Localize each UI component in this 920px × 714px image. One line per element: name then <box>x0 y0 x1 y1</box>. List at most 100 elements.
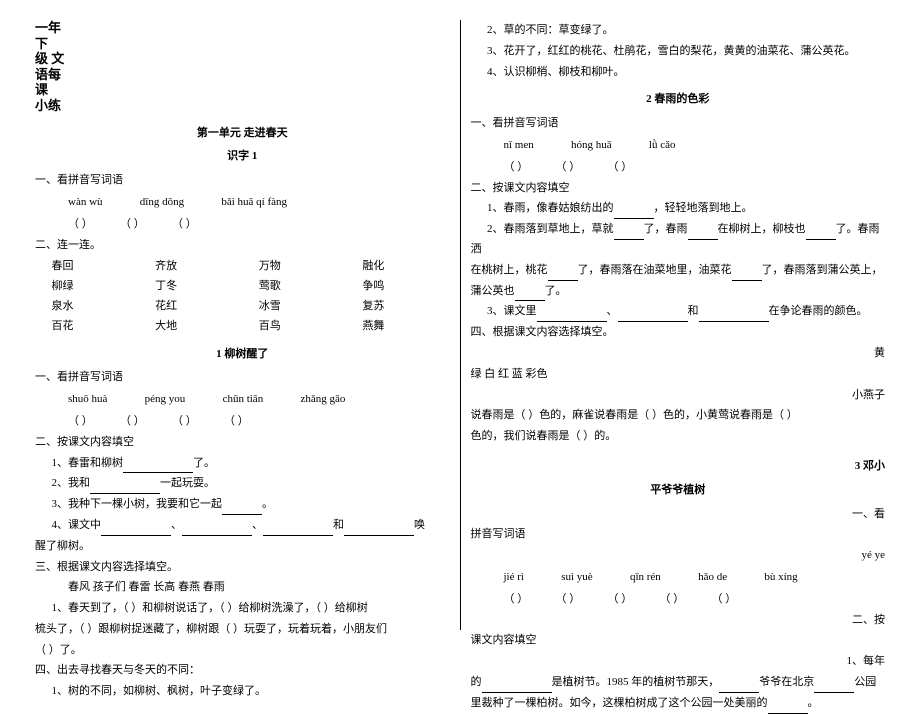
l2-p4b: 色的，我们说春雨是（ ）的。 <box>471 427 886 447</box>
mc: 丁冬 <box>139 277 243 297</box>
py-2: dīng dōng <box>123 193 184 213</box>
mc: 融化 <box>346 257 450 277</box>
py: jié rì <box>487 568 524 588</box>
l2-q2a: 2、春雨落到草地上，草就了，春雨在柳树上，柳枝也了。春雨洒 <box>471 220 886 260</box>
r-q3: 3、花开了，红红的桃花、杜鹃花，雪白的梨花，黄黄的油菜花、蒲公英花。 <box>471 42 886 62</box>
l1-q2: 2、我和一起玩耍。 <box>35 474 450 494</box>
l1-q1: 1、春雷和柳树了。 <box>35 454 450 474</box>
py: zhǎng gāo <box>284 390 345 410</box>
l1-sec1-heading: 一、看拼音写词语 <box>35 368 450 388</box>
l3-sec2b: 课文内容填空 <box>471 631 886 651</box>
lesson0-title: 识字 1 <box>35 147 450 167</box>
mc: 齐放 <box>139 257 243 277</box>
l1-p3b: 梳头了，（ ）跟柳树捉迷藏了，柳树跟（ ）玩耍了，玩着玩着，小朋友们 <box>35 620 450 640</box>
mc: 复苏 <box>346 297 450 317</box>
paren: （ ） <box>591 158 632 178</box>
py: suì yuè <box>545 568 593 588</box>
l2-q3: 3、课文里、和在争论春雨的颜色。 <box>471 302 886 322</box>
mc: 万物 <box>242 257 346 277</box>
l2-sec2-heading: 二、按课文内容填空 <box>471 179 886 199</box>
py: shuō huà <box>52 390 108 410</box>
paren: （ ） <box>156 215 197 235</box>
py: qīn rén <box>613 568 660 588</box>
paren: （ ） <box>208 412 249 432</box>
pinyin-row-1: wàn wù dīng dōng bǎi huā qí fàng <box>35 193 450 213</box>
mc: 冰雪 <box>242 297 346 317</box>
l1-paren: （ ） （ ） （ ） （ ） <box>35 412 450 432</box>
mc: 莺歌 <box>242 277 346 297</box>
l3-py-r: yé ye <box>471 546 886 566</box>
l1-q4e: 醒了柳树。 <box>35 537 450 557</box>
l2-pinyin: nǐ men hóng huā lǜ cǎo <box>471 136 886 156</box>
mc: 柳绿 <box>35 277 139 297</box>
paren: （ ） <box>487 158 528 178</box>
mc: 争鸣 <box>346 277 450 297</box>
paren: （ ） <box>104 215 145 235</box>
mc: 泉水 <box>35 297 139 317</box>
paren: （ ） <box>487 590 528 610</box>
match-table: 春回 柳绿 泉水 百花 齐放 丁冬 花红 大地 万物 莺歌 冰雪 百鸟 融化 争… <box>35 257 450 336</box>
paren: （ ） <box>539 590 580 610</box>
mc: 春回 <box>35 257 139 277</box>
l1-pinyin: shuō huà péng you chūn tiān zhǎng gāo <box>35 390 450 410</box>
l1-sec3-heading: 三、根据课文内容选择填空。 <box>35 558 450 578</box>
paren: （ ） <box>539 158 580 178</box>
vt-l3: 语每课 <box>35 67 65 98</box>
paren: （ ） <box>156 412 197 432</box>
sec2-heading: 二、连一连。 <box>35 236 450 256</box>
paren-row-1: （ ） （ ） （ ） <box>35 215 450 235</box>
l3-sec1b: 拼音写词语 <box>471 525 886 545</box>
l3-q1-r: 1、每年 <box>471 652 886 672</box>
mc: 燕舞 <box>346 317 450 337</box>
l2-sec1-heading: 一、看拼音写词语 <box>471 114 886 134</box>
l2-q1: 1、春雨，像春姑娘纺出的，轻轻地落到地上。 <box>471 199 886 219</box>
paren: （ ） <box>52 215 93 235</box>
l2-paren: （ ） （ ） （ ） <box>471 158 886 178</box>
paren: （ ） <box>591 590 632 610</box>
py: hǎo de <box>682 568 728 588</box>
l3-paren: （ ） （ ） （ ） （ ） （ ） <box>471 590 886 610</box>
sec1-heading: 一、看拼音写词语 <box>35 171 450 191</box>
l2-q2b: 在桃树上，桃花了，春雨落在油菜地里，油菜花了，春雨落到蒲公英上， <box>471 261 886 281</box>
mc: 百鸟 <box>242 317 346 337</box>
py: lǜ cǎo <box>632 136 675 156</box>
l1-p3c: （ ）了。 <box>35 641 450 661</box>
paren: （ ） <box>104 412 145 432</box>
l2-opts2: 小燕子 <box>471 386 886 406</box>
py: hóng huā <box>555 136 612 156</box>
lesson2-title: 2 春雨的色彩 <box>471 90 886 110</box>
l2-q2c: 蒲公英也了。 <box>471 282 886 302</box>
r-q2: 2、草的不同：草变绿了。 <box>471 21 886 41</box>
lesson3-r: 3 邓小 <box>471 457 886 477</box>
l1-opts: 春风 孩子们 春雷 长高 春燕 春雨 <box>35 578 450 598</box>
mc: 花红 <box>139 297 243 317</box>
l1-p3a: 1、春天到了，（ ）和柳树说话了，（ ）给柳树洗澡了，（ ）给柳树 <box>35 599 450 619</box>
l3-sec2-r: 二、按 <box>471 611 886 631</box>
py-3: bǎi huā qí fàng <box>205 193 287 213</box>
lesson3b: 平爷爷植树 <box>471 481 886 501</box>
paren: （ ） <box>695 590 736 610</box>
l1-q3: 3、我种下一棵小树，我要和它一起。 <box>35 495 450 515</box>
l3-sec1-r: 一、看 <box>471 505 886 525</box>
l3-q1a: 的是植树节。1985 年的植树节那天，爷爷在北京公园 <box>471 673 886 693</box>
paren: （ ） <box>643 590 684 610</box>
vt-l2: 级 文 <box>35 51 65 67</box>
unit-title: 第一单元 走进春天 <box>35 124 450 144</box>
paren: （ ） <box>52 412 93 432</box>
l1-sec2-heading: 二、按课文内容填空 <box>35 433 450 453</box>
py: chūn tiān <box>206 390 263 410</box>
l3-pinyin: jié rì suì yuè qīn rén hǎo de bù xíng <box>471 568 886 588</box>
l2-p4a: 说春雨是（ ）色的，麻雀说春雨是（ ）色的，小黄莺说春雨是（ ） <box>471 406 886 426</box>
l1-q4-1: 1、树的不同，如柳树、枫树，叶子变绿了。 <box>35 682 450 702</box>
vt-l1: 一年下 <box>35 20 65 51</box>
py: nǐ men <box>487 136 534 156</box>
l1-q4: 4、课文中、、和唤 <box>35 516 450 536</box>
l2-sec4-heading: 四、根据课文内容选择填空。 <box>471 323 886 343</box>
vt-l4: 小练 <box>35 98 65 114</box>
mc: 大地 <box>139 317 243 337</box>
lesson1-title: 1 柳树醒了 <box>35 345 450 365</box>
r-q4: 4、认识柳梢、柳枝和柳叶。 <box>471 63 886 83</box>
l3-q1e: 里裁种了一棵柏树。如今，这棵柏树成了这个公园一处美丽的。 <box>471 694 886 714</box>
vertical-title: 一年下 级 文 语每课 小练 <box>35 20 65 114</box>
l2-opts: 绿 白 红 蓝 彩色 <box>471 365 886 385</box>
